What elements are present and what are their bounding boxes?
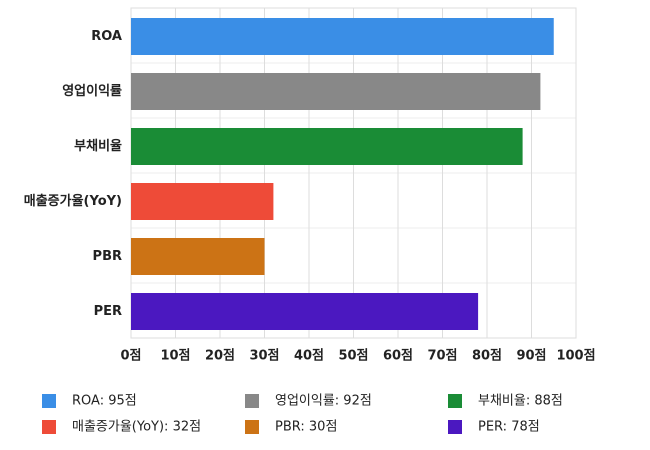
bar <box>131 183 274 220</box>
y-tick-label: 매출증가율(YoY) <box>24 193 122 209</box>
legend-label: PBR: 30점 <box>275 420 337 435</box>
x-tick-label: 20점 <box>205 349 235 364</box>
bar <box>131 238 265 275</box>
x-tick-label: 50점 <box>338 349 368 364</box>
legend-swatch <box>42 420 56 434</box>
legend-label: PER: 78점 <box>478 420 540 435</box>
legend-label: 영업이익률: 92점 <box>275 394 372 409</box>
x-tick-label: 70점 <box>427 349 457 364</box>
y-tick-label: ROA <box>91 29 122 44</box>
plot-border <box>130 7 577 339</box>
legend-swatch <box>245 420 259 434</box>
x-tick-label: 10점 <box>160 349 190 364</box>
y-tick-label: 영업이익률 <box>62 83 122 99</box>
x-tick-label: 60점 <box>383 349 413 364</box>
legend-swatch <box>448 420 462 434</box>
legend-swatch <box>448 394 462 408</box>
x-tick-label: 100점 <box>556 349 595 364</box>
bar <box>131 128 523 165</box>
legend-label: ROA: 95점 <box>72 394 137 409</box>
bar <box>131 73 541 110</box>
x-tick-label: 40점 <box>294 349 324 364</box>
y-tick-label: 부채비율 <box>74 138 122 154</box>
bar <box>131 18 554 55</box>
legend-label: 매출증가율(YoY): 32점 <box>72 420 201 435</box>
x-tick-label: 30점 <box>249 349 279 364</box>
x-tick-label: 90점 <box>516 349 546 364</box>
y-tick-label: PER <box>94 304 122 319</box>
y-tick-label: PBR <box>93 249 122 264</box>
x-tick-label: 80점 <box>472 349 502 364</box>
x-tick-label: 0점 <box>120 349 141 364</box>
legend-label: 부채비율: 88점 <box>478 394 563 409</box>
bar <box>131 293 479 330</box>
legend-swatch <box>42 394 56 408</box>
legend-swatch <box>245 394 259 408</box>
